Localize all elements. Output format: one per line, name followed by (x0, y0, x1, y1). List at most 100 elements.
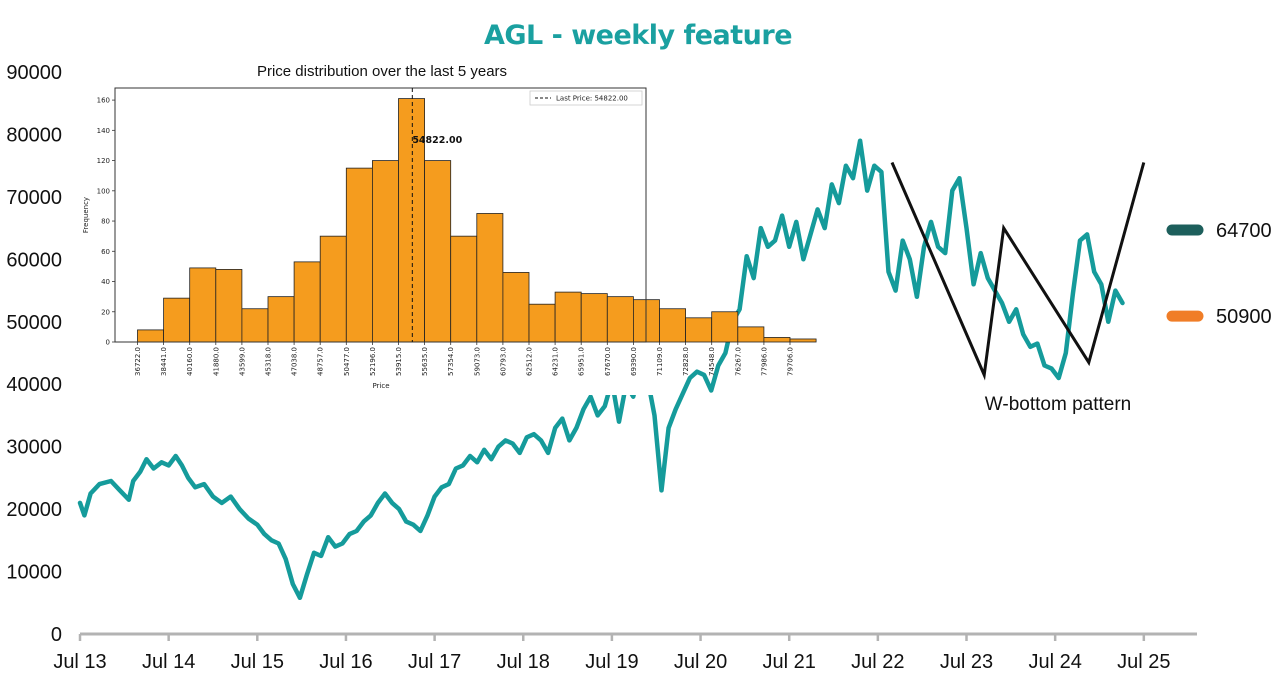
price-level-label: 64700 (1216, 220, 1272, 242)
inset-legend: Last Price: 54822.00 (529, 90, 643, 106)
inset-y-label: Frequency (82, 197, 90, 233)
inset-x-label: Price (372, 382, 389, 390)
x-tick-label: Jul 20 (674, 651, 727, 673)
inset-x-tick-label: 36722.0 (134, 347, 142, 376)
inset-x-tick-label: 43599.0 (238, 347, 246, 376)
inset-x-tick-label: 69390.0 (630, 347, 638, 376)
histogram-bar (789, 338, 817, 343)
histogram-bar (580, 293, 608, 343)
inset-y-tick-label: 0 (106, 339, 110, 347)
x-tick-label: Jul 24 (1028, 651, 1081, 673)
x-tick-label: Jul 22 (851, 651, 904, 673)
inset-x-tick-label: 48757.0 (317, 347, 325, 376)
inset-x-tick-label: 38441.0 (160, 347, 168, 376)
x-tick-label: Jul 21 (763, 651, 816, 673)
inset-y-tick-label: 100 (97, 187, 110, 195)
histogram-bar (215, 269, 243, 343)
histogram-bar (554, 291, 582, 343)
y-tick-label: 10000 (6, 562, 62, 584)
y-tick-label: 0 (51, 624, 62, 646)
inset-x-tick-label: 53915.0 (395, 347, 403, 376)
inset-x-tick-label: 67670.0 (604, 347, 612, 376)
inset-x-tick-label: 59073.0 (473, 347, 481, 376)
inset-x-tick-label: 77986.0 (760, 347, 768, 376)
inset-x-tick-label: 45318.0 (265, 347, 273, 376)
histogram-bar (711, 311, 739, 343)
inset-x-tick-label: 52196.0 (369, 347, 377, 376)
y-tick-label: 30000 (6, 437, 62, 459)
inset-x-tick-label: 62512.0 (526, 347, 534, 376)
histogram-bar (267, 296, 295, 343)
histogram-bar (450, 235, 478, 343)
inset-x-tick-label: 55635.0 (421, 347, 429, 376)
inset-y-tick-label: 120 (97, 157, 110, 165)
x-tick-label: Jul 14 (142, 651, 195, 673)
inset-x-axis: 36722.0 38441.0 40160.0 41880.0 43599.0 45318… (134, 342, 795, 376)
histogram-bar (476, 213, 504, 343)
legend-box (529, 90, 643, 106)
y-tick-label: 80000 (6, 124, 62, 146)
y-tick-label: 20000 (6, 499, 62, 521)
inset-x-tick-label: 65951.0 (578, 347, 586, 376)
inset-x-tick-label: 40160.0 (186, 347, 194, 376)
w-pattern-line (890, 161, 1146, 381)
w-pattern (890, 161, 1146, 381)
inset-y-tick-label: 60 (101, 248, 110, 256)
pattern-label: W-bottom pattern (985, 394, 1131, 415)
histogram-bar (241, 308, 269, 343)
histogram-bar (319, 235, 347, 343)
last-price-annotation: 54822.00 (412, 135, 462, 146)
inset-x-tick-label: 64231.0 (552, 347, 560, 376)
histogram-bar (606, 296, 634, 343)
inset-x-tick-label: 50477.0 (343, 347, 351, 376)
y-tick-label: 50000 (6, 312, 62, 334)
chart-title: AGL - weekly feature (484, 20, 792, 51)
histogram-bar (424, 160, 452, 343)
y-tick-label: 40000 (6, 374, 62, 396)
histogram-bar (137, 329, 165, 343)
inset-y-tick-label: 80 (101, 218, 110, 226)
x-tick-label: Jul 15 (231, 651, 284, 673)
inset-x-tick-label: 47038.0 (291, 347, 299, 376)
histogram-bar (293, 261, 321, 343)
inset-x-tick-label: 71109.0 (656, 347, 664, 376)
histogram-bar (763, 337, 791, 343)
price-level-label: 50900 (1216, 306, 1272, 328)
legend-label: Last Price: 54822.00 (556, 95, 628, 103)
inset-bars (137, 98, 817, 343)
inset-title: Price distribution over the last 5 years (257, 63, 507, 80)
y-tick-label: 70000 (6, 187, 62, 209)
inset-x-tick-label: 76267.0 (734, 347, 742, 376)
histogram-bar (371, 160, 399, 343)
inset-x-tick-label: 79706.0 (787, 347, 795, 376)
inset-x-tick-label: 72828.0 (682, 347, 690, 376)
x-axis: Jul 13 Jul 14 Jul 15 Jul 16 Jul 17 Jul 18 Jul … (53, 632, 1197, 673)
x-tick-label: Jul 16 (319, 651, 372, 673)
x-tick-label: Jul 25 (1117, 651, 1170, 673)
x-tick-label: Jul 18 (497, 651, 550, 673)
price-levels: 64700 50900 (1166, 220, 1272, 328)
inset-y-tick-label: 160 (97, 97, 110, 105)
inset-y-tick-label: 140 (97, 127, 110, 135)
x-tick-label: Jul 19 (585, 651, 638, 673)
inset-x-tick-label: 41880.0 (212, 347, 220, 376)
inset-y-axis: 0 20 40 60 80 100 120 140 160 (97, 97, 115, 347)
x-tick-label: Jul 17 (408, 651, 461, 673)
inset-x-tick-label: 60793.0 (499, 347, 507, 376)
histogram-bar (737, 326, 765, 343)
histogram-bar (659, 308, 687, 343)
histogram-bar (502, 272, 530, 343)
histogram-bar (163, 297, 191, 343)
inset-histogram: Price distribution over the last 5 years… (70, 63, 817, 395)
y-tick-label: 60000 (6, 249, 62, 271)
inset-y-tick-label: 20 (101, 308, 110, 316)
histogram-bar (345, 167, 373, 343)
x-tick-label: Jul 23 (940, 651, 993, 673)
histogram-bar (189, 267, 217, 343)
inset-x-tick-label: 74548.0 (708, 347, 716, 376)
x-tick-label: Jul 13 (53, 651, 106, 673)
histogram-bar (685, 317, 713, 343)
y-tick-label: 90000 (6, 62, 62, 84)
inset-x-tick-label: 57354.0 (447, 347, 455, 376)
